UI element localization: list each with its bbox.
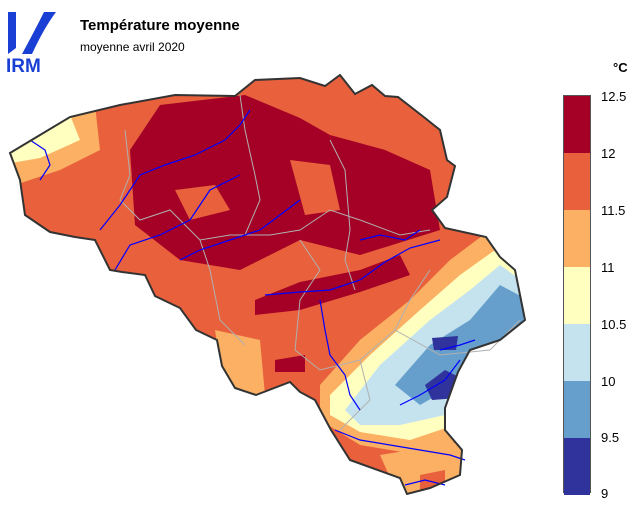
legend-swatch [564, 438, 590, 495]
legend-swatch [564, 381, 590, 438]
legend-tick: 9 [601, 486, 609, 501]
map-subtitle: moyenne avril 2020 [80, 40, 185, 54]
legend-swatch [564, 153, 590, 210]
legend-tick: 10.5 [601, 317, 627, 332]
logo-text: IRM [6, 56, 41, 74]
legend-tick: 11.5 [601, 203, 626, 218]
legend-tick: 9.5 [601, 430, 620, 445]
legend-tick: 12 [601, 146, 616, 161]
legend-swatch [564, 267, 590, 324]
legend-tick: 10 [601, 374, 616, 389]
color-legend [563, 95, 591, 495]
legend-tick: 12.5 [601, 89, 627, 104]
legend-swatch [564, 324, 590, 381]
legend-unit: °C [613, 60, 628, 75]
irm-logo: IRM [4, 8, 60, 77]
belgium-temperature-map [0, 60, 560, 507]
legend-swatch [564, 96, 590, 153]
legend-swatch [564, 210, 590, 267]
legend-tick: 11 [601, 260, 615, 275]
map-title: Température moyenne [80, 17, 240, 34]
